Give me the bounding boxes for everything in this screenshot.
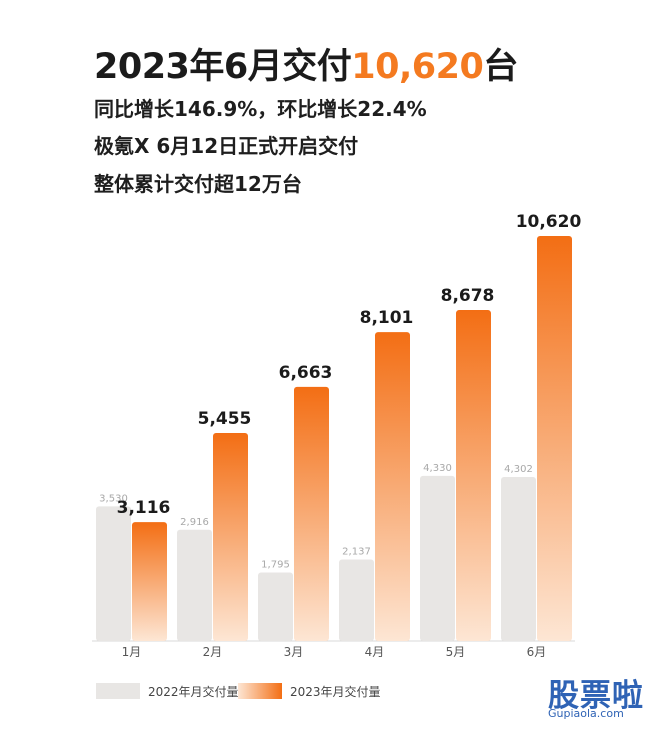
data-label-2023-1: 3,116 bbox=[117, 498, 171, 518]
bar-2022-5 bbox=[420, 475, 455, 641]
watermark-text: 股票啦 bbox=[548, 678, 644, 714]
watermark-url: Gupiaola.com bbox=[548, 707, 624, 720]
legend-swatch-2022 bbox=[96, 683, 140, 699]
subtitle-delivery-start: 极氪X 6月12日正式开启交付 bbox=[94, 134, 359, 158]
bar-2022-6 bbox=[501, 476, 536, 641]
x-tick-label-6: 6月 bbox=[527, 645, 547, 659]
bar-2023-2 bbox=[213, 432, 248, 641]
data-label-2022-5: 4,330 bbox=[423, 463, 452, 474]
legend-label-2023: 2023年月交付量 bbox=[290, 684, 381, 699]
data-label-2023-2: 5,455 bbox=[198, 409, 252, 429]
bar-2022-3 bbox=[258, 572, 293, 641]
x-tick-label-3: 3月 bbox=[284, 645, 304, 659]
legend-swatch-2023 bbox=[238, 683, 282, 699]
bar-2023-1 bbox=[132, 522, 167, 641]
bar-2023-4 bbox=[375, 332, 410, 641]
legend-item-2023: 2023年月交付量 bbox=[238, 681, 381, 701]
data-label-2023-5: 8,678 bbox=[441, 286, 495, 306]
data-label-2022-1: 3,530 bbox=[99, 493, 128, 504]
x-tick-label-1: 1月 bbox=[122, 645, 142, 659]
legend-label-2022: 2022年月交付量 bbox=[148, 684, 239, 699]
title-suffix: 台 bbox=[483, 47, 518, 87]
data-label-2022-2: 2,916 bbox=[180, 517, 209, 528]
data-label-2022-6: 4,302 bbox=[504, 464, 533, 475]
bar-2023-3 bbox=[294, 386, 329, 641]
legend-item-2022: 2022年月交付量 bbox=[96, 681, 239, 701]
x-tick-label-2: 2月 bbox=[203, 645, 223, 659]
x-tick-label-5: 5月 bbox=[446, 645, 466, 659]
data-label-2022-3: 1,795 bbox=[261, 560, 290, 571]
chart-title: 2023年6月交付10,620台 bbox=[94, 38, 518, 89]
subtitle-cumulative: 整体累计交付超12万台 bbox=[94, 172, 302, 196]
watermark-logo: 股票啦 Gupiaola.com bbox=[548, 670, 648, 720]
title-prefix: 2023年6月交付 bbox=[94, 47, 352, 87]
data-label-2023-3: 6,663 bbox=[279, 363, 333, 383]
bar-2022-2 bbox=[177, 529, 212, 641]
data-label-2022-4: 2,137 bbox=[342, 547, 371, 558]
bar-2023-6 bbox=[537, 236, 572, 641]
data-label-2023-4: 8,101 bbox=[360, 308, 414, 328]
x-tick-label-4: 4月 bbox=[365, 645, 385, 659]
title-number: 10,620 bbox=[351, 47, 484, 87]
data-label-2023-6: 10,620 bbox=[516, 212, 582, 232]
bar-2022-1 bbox=[96, 506, 131, 641]
bar-2022-4 bbox=[339, 559, 374, 641]
bar-2023-5 bbox=[456, 310, 491, 641]
subtitle-growth: 同比增长146.9%，环比增长22.4% bbox=[94, 97, 427, 121]
